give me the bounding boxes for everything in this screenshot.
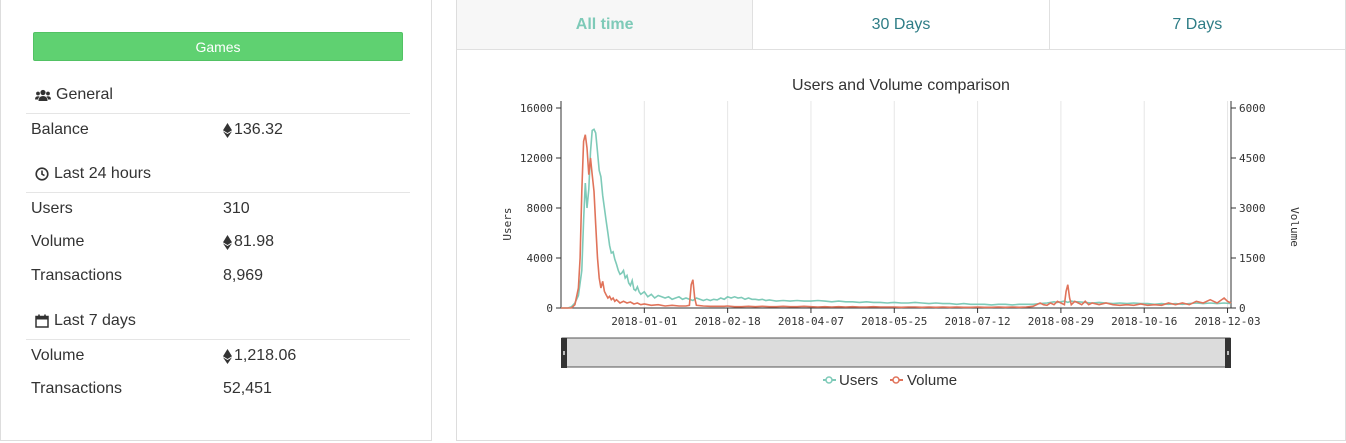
- x-tick-label: 2018-02-18: [695, 315, 761, 328]
- legend-volume-marker: [892, 376, 900, 384]
- chart-panel: All time 30 Days 7 Days Users and Volume…: [456, 0, 1346, 441]
- last24-users-value: 310: [223, 200, 250, 217]
- range-slider-left-grip: [563, 351, 565, 355]
- y-tick-label: 12000: [520, 152, 553, 165]
- x-tick-label: 2018-12-03: [1194, 315, 1260, 328]
- x-tick-label: 2018-04-07: [778, 315, 844, 328]
- legend-users-label: Users: [839, 372, 878, 389]
- tab-30-days[interactable]: 30 Days: [753, 0, 1050, 49]
- last7-volume-row: Volume 1,218.06: [26, 339, 410, 374]
- y2-tick-label: 3000: [1239, 202, 1266, 215]
- tab-7-days[interactable]: 7 Days: [1049, 0, 1345, 49]
- legend: Users Volume: [823, 372, 957, 389]
- general-heading-label: General: [56, 86, 113, 103]
- y-tick-label: 4000: [527, 252, 554, 265]
- x-tick-label: 2018-10-16: [1111, 315, 1177, 328]
- y-ticks-left: 0 4000 8000 12000 16000: [520, 102, 561, 315]
- legend-users-marker: [825, 376, 833, 384]
- y2-tick-label: 6000: [1239, 102, 1266, 115]
- legend-item-users[interactable]: Users: [823, 372, 878, 389]
- x-ticks: 2018-01-01 2018-02-18 2018-04-07 2018-05-25…: [611, 308, 1261, 328]
- x-tick-label: 2018-07-12: [944, 315, 1010, 328]
- general-heading: General: [35, 84, 113, 106]
- users-icon: [35, 89, 51, 101]
- users-volume-chart: Users and Volume comparison 0 4000 8000 120…: [501, 77, 1301, 389]
- x-tick-label: 2018-01-01: [611, 315, 677, 328]
- last24-volume-value: 81.98: [223, 233, 274, 251]
- y-tick-label: 16000: [520, 102, 553, 115]
- clock-icon: [35, 167, 49, 181]
- last7-transactions-value: 52,451: [223, 380, 272, 397]
- last24-volume-row: Volume 81.98: [26, 226, 410, 260]
- last24-users-row: Users 310: [26, 192, 410, 227]
- last7-volume-amount: 1,218.06: [234, 347, 297, 364]
- chart-title: Users and Volume comparison: [792, 77, 1010, 94]
- last7-heading: Last 7 days: [35, 310, 136, 332]
- balance-row: Balance 136.32: [26, 113, 410, 148]
- y-ticks-right: 0 1500 3000 4500 6000: [1231, 102, 1266, 315]
- last24-heading-label: Last 24 hours: [54, 165, 151, 182]
- last7-volume-value: 1,218.06: [223, 347, 296, 365]
- legend-item-volume[interactable]: Volume: [890, 372, 957, 389]
- volume-series-line: [561, 134, 1232, 309]
- last7-volume-label: Volume: [31, 347, 85, 364]
- range-slider-track[interactable]: [561, 337, 1231, 368]
- last24-volume-label: Volume: [31, 233, 85, 250]
- last7-heading-label: Last 7 days: [54, 312, 136, 329]
- last24-transactions-row: Transactions 8,969: [26, 260, 410, 294]
- y-tick-label: 0: [546, 302, 553, 315]
- last7-transactions-row: Transactions 52,451: [26, 373, 410, 407]
- balance-amount: 136.32: [234, 121, 283, 138]
- time-range-tabs: All time 30 Days 7 Days: [457, 0, 1345, 50]
- legend-volume-label: Volume: [907, 372, 957, 389]
- last24-volume-amount: 81.98: [234, 233, 275, 250]
- users-series-line: [561, 128, 1232, 309]
- ether-icon: [223, 234, 232, 250]
- grid-lines: [643, 101, 1229, 308]
- y-axis-label: Users: [501, 207, 514, 240]
- ether-icon: [223, 348, 232, 364]
- y2-tick-label: 0: [1239, 302, 1246, 315]
- y2-axis-label: Volume: [1288, 207, 1301, 247]
- x-tick-label: 2018-08-29: [1028, 315, 1094, 328]
- range-slider-right-grip: [1227, 351, 1229, 355]
- stats-panel: Games General Balance 136.32 Last 24 hou…: [0, 0, 432, 441]
- y2-tick-label: 4500: [1239, 152, 1266, 165]
- tab-all-time[interactable]: All time: [457, 0, 754, 49]
- y2-tick-label: 1500: [1239, 252, 1266, 265]
- ether-icon: [223, 122, 232, 138]
- last7-transactions-label: Transactions: [31, 380, 122, 397]
- last24-heading: Last 24 hours: [35, 163, 151, 185]
- games-button[interactable]: Games: [33, 32, 403, 61]
- balance-label: Balance: [31, 121, 89, 138]
- x-tick-label: 2018-05-25: [861, 315, 927, 328]
- balance-value: 136.32: [223, 121, 283, 139]
- y-tick-label: 8000: [527, 202, 554, 215]
- last24-transactions-label: Transactions: [31, 267, 122, 284]
- calendar-icon: [35, 314, 49, 328]
- last24-users-label: Users: [31, 200, 73, 217]
- last24-transactions-value: 8,969: [223, 267, 264, 284]
